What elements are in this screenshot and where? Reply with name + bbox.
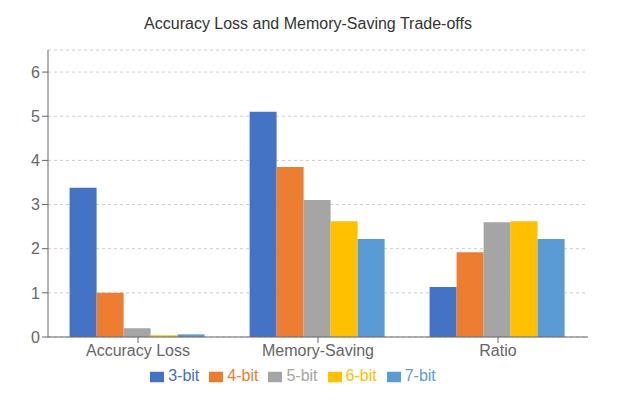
svg-text:5: 5	[31, 108, 40, 125]
svg-text:Accuracy Loss: Accuracy Loss	[86, 342, 190, 359]
svg-text:Ratio: Ratio	[479, 342, 516, 359]
svg-text:2: 2	[31, 240, 40, 257]
html-text:7-bit: 7-bit	[404, 367, 436, 384]
html-text:5-bit: 5-bit	[286, 367, 318, 384]
svg-text:1: 1	[31, 285, 40, 302]
svg-text:3: 3	[31, 196, 40, 213]
svg-text:0: 0	[31, 329, 40, 346]
svg-text:4: 4	[31, 152, 40, 169]
svg-text:6: 6	[31, 64, 40, 81]
html-text:Accuracy Loss and Memory-Savin: Accuracy Loss and Memory-Saving Trade-of…	[144, 15, 472, 32]
html-text:4-bit: 4-bit	[227, 367, 259, 384]
html-text:6-bit: 6-bit	[345, 367, 377, 384]
html-text:3-bit: 3-bit	[168, 367, 200, 384]
svg-text:Memory-Saving: Memory-Saving	[262, 342, 374, 359]
